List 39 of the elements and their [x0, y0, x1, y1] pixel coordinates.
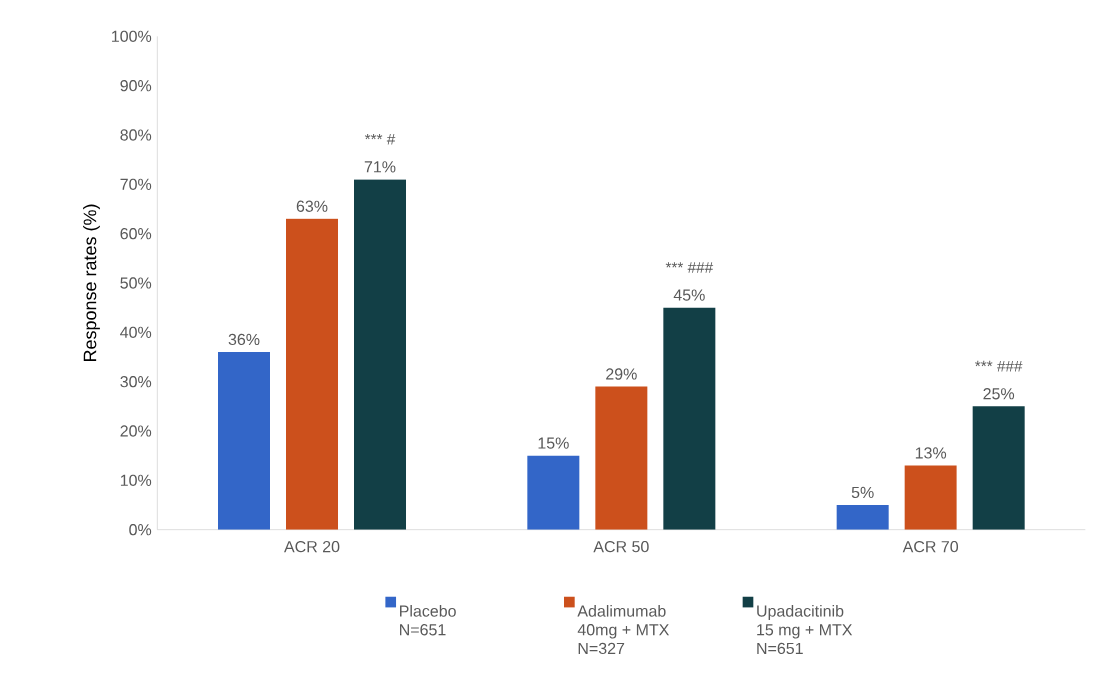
data-label: 15% — [538, 437, 569, 449]
bar — [972, 406, 1025, 530]
y-tick-label: 0% — [129, 524, 152, 536]
y-tick-label: 100% — [112, 30, 152, 42]
y-tick-label: 90% — [120, 80, 152, 92]
legend-label: Adalimumab 40mg + MTX N=327 — [577, 605, 670, 655]
x-tick-label: ACR 70 — [902, 540, 959, 553]
bar — [527, 455, 580, 530]
annotation: *** ### — [975, 360, 1023, 372]
y-tick-label: 10% — [120, 474, 152, 486]
x-tick-label: ACR 50 — [593, 540, 649, 553]
bar — [595, 386, 648, 530]
legend-label: Placebo N=651 — [400, 605, 456, 636]
x-tick-label: ACR 20 — [284, 540, 340, 553]
y-tick-label: 20% — [120, 425, 152, 437]
y-tick-label: 60% — [120, 228, 152, 240]
bar — [663, 307, 716, 530]
bar — [286, 218, 339, 530]
data-label: 5% — [851, 486, 874, 499]
data-label: 13% — [915, 447, 947, 459]
y-tick-label: 40% — [120, 326, 152, 338]
data-label: 45% — [673, 289, 705, 301]
y-tick-label: 80% — [120, 129, 152, 141]
y-axis-title: Response rates (%) — [83, 204, 100, 362]
data-label: 36% — [228, 333, 260, 346]
y-tick-label: 50% — [120, 277, 152, 289]
annotation: *** ### — [665, 262, 714, 273]
data-label: 29% — [606, 368, 637, 380]
bar — [218, 352, 270, 530]
data-label: 71% — [364, 161, 396, 173]
legend-label: Upadacitinib 15 mg + MTX N=651 — [757, 605, 853, 655]
data-label: 25% — [983, 388, 1015, 400]
annotation: *** # — [364, 133, 396, 145]
bar — [836, 505, 889, 530]
bar — [904, 465, 957, 530]
y-tick-label: 30% — [120, 376, 152, 388]
data-label: 63% — [296, 200, 328, 212]
y-tick-label: 70% — [120, 178, 152, 190]
bar — [354, 179, 406, 530]
